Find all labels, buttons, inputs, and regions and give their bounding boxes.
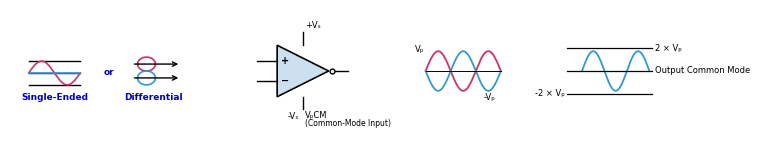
Text: or: or (104, 69, 114, 77)
Text: Output Common Mode: Output Common Mode (656, 67, 751, 75)
Text: Single-Ended: Single-Ended (21, 93, 88, 102)
Text: -2 × Vₚ: -2 × Vₚ (536, 89, 565, 98)
Text: +: + (281, 56, 289, 66)
Text: -Vₛ: -Vₛ (288, 112, 299, 121)
Text: (Common-Mode Input): (Common-Mode Input) (305, 118, 391, 127)
Text: 2 × Vₚ: 2 × Vₚ (656, 44, 682, 53)
Text: -Vₚ: -Vₚ (484, 93, 495, 102)
Text: −: − (281, 76, 289, 86)
Text: VₚCM: VₚCM (305, 111, 328, 120)
Polygon shape (278, 45, 329, 97)
Text: Vₚ: Vₚ (415, 45, 424, 54)
Text: Differential: Differential (124, 93, 182, 102)
Text: +Vₛ: +Vₛ (305, 21, 321, 30)
